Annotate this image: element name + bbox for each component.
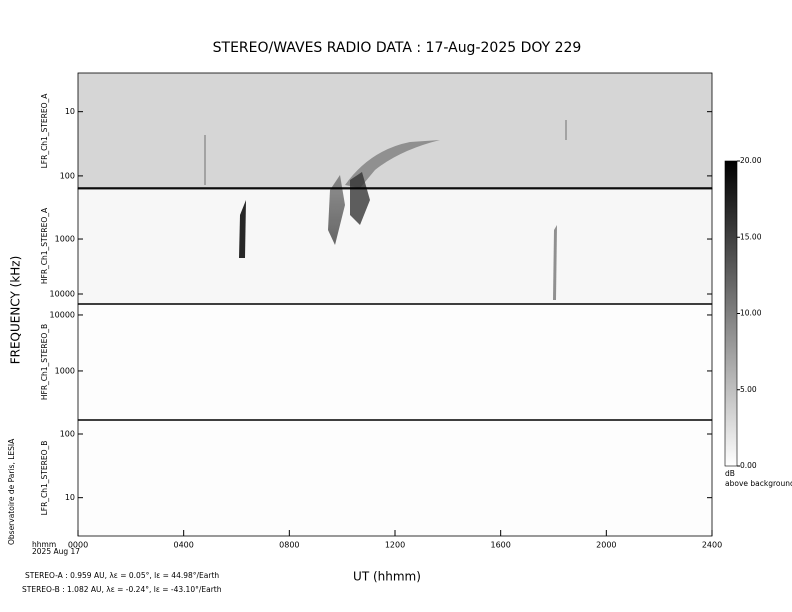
burst-features bbox=[204, 120, 567, 300]
panel-label: LFR_Ch1_STEREO_B bbox=[40, 441, 49, 516]
colorbar-tick-label: 20.00 bbox=[740, 156, 762, 165]
panel-background bbox=[78, 73, 712, 189]
panel-background bbox=[78, 420, 712, 536]
y-tick-label: 10 bbox=[65, 107, 75, 116]
x-tick-label: 0800 bbox=[279, 541, 299, 550]
burst-feature bbox=[350, 172, 370, 225]
credit: Observatoire de Paris, LESIA bbox=[7, 438, 16, 545]
stereo-b-info: STEREO-B : 1.082 AU, λε = -0.24°, lε = -… bbox=[22, 585, 222, 594]
panel-background bbox=[78, 188, 712, 304]
x-tick-label: 2000 bbox=[596, 541, 616, 550]
y-tick-label: 1000 bbox=[55, 366, 75, 375]
y-tick-label: 100 bbox=[60, 430, 75, 439]
colorbar-unit: dB bbox=[725, 469, 735, 478]
colorbar-note: above background bbox=[725, 479, 792, 488]
panel-frame bbox=[77, 72, 713, 190]
colorbar-tick-label: 5.00 bbox=[740, 385, 757, 394]
x-axis-label: UT (hhmm) bbox=[353, 570, 421, 584]
stereo-a-info: STEREO-A : 0.959 AU, λε = 0.05°, lε = 44… bbox=[25, 571, 219, 580]
x-tick-label: 0000 bbox=[68, 541, 88, 550]
y-axis-label: FREQUENCY (kHz) bbox=[9, 256, 23, 365]
date: 2025 Aug 17 bbox=[32, 547, 80, 556]
burst-feature bbox=[345, 140, 440, 188]
burst-feature bbox=[328, 175, 345, 245]
y-tick-label: 10000 bbox=[50, 290, 75, 299]
colorbar-scale bbox=[724, 160, 738, 467]
x-tick-label: 1200 bbox=[385, 541, 405, 550]
y-tick-label: 100 bbox=[60, 171, 75, 180]
x-tick-label: 1600 bbox=[490, 541, 510, 550]
time-unit: hhmm bbox=[32, 540, 56, 549]
x-tick-label: 2400 bbox=[702, 541, 722, 550]
colorbar-tick-label: 15.00 bbox=[740, 232, 762, 241]
burst-feature bbox=[239, 200, 246, 258]
burst-feature bbox=[553, 225, 557, 300]
chart-title: STEREO/WAVES RADIO DATA : 17-Aug-2025 DO… bbox=[213, 40, 582, 56]
colorbar-tick-label: 10.00 bbox=[740, 309, 762, 318]
panel-label: HFR_Ch1_STEREO_B bbox=[40, 324, 49, 400]
y-tick-label: 10 bbox=[65, 493, 75, 502]
panels bbox=[78, 73, 712, 536]
panel-label: HFR_Ch1_STEREO_A bbox=[40, 207, 49, 284]
panel-label: LFR_Ch1_STEREO_A bbox=[40, 93, 49, 169]
colorbar-tick-label: 0.00 bbox=[740, 461, 757, 470]
panel-background bbox=[78, 304, 712, 420]
y-tick-label: 10000 bbox=[50, 310, 75, 319]
x-tick-label: 0400 bbox=[173, 541, 193, 550]
y-tick-label: 1000 bbox=[55, 235, 75, 244]
